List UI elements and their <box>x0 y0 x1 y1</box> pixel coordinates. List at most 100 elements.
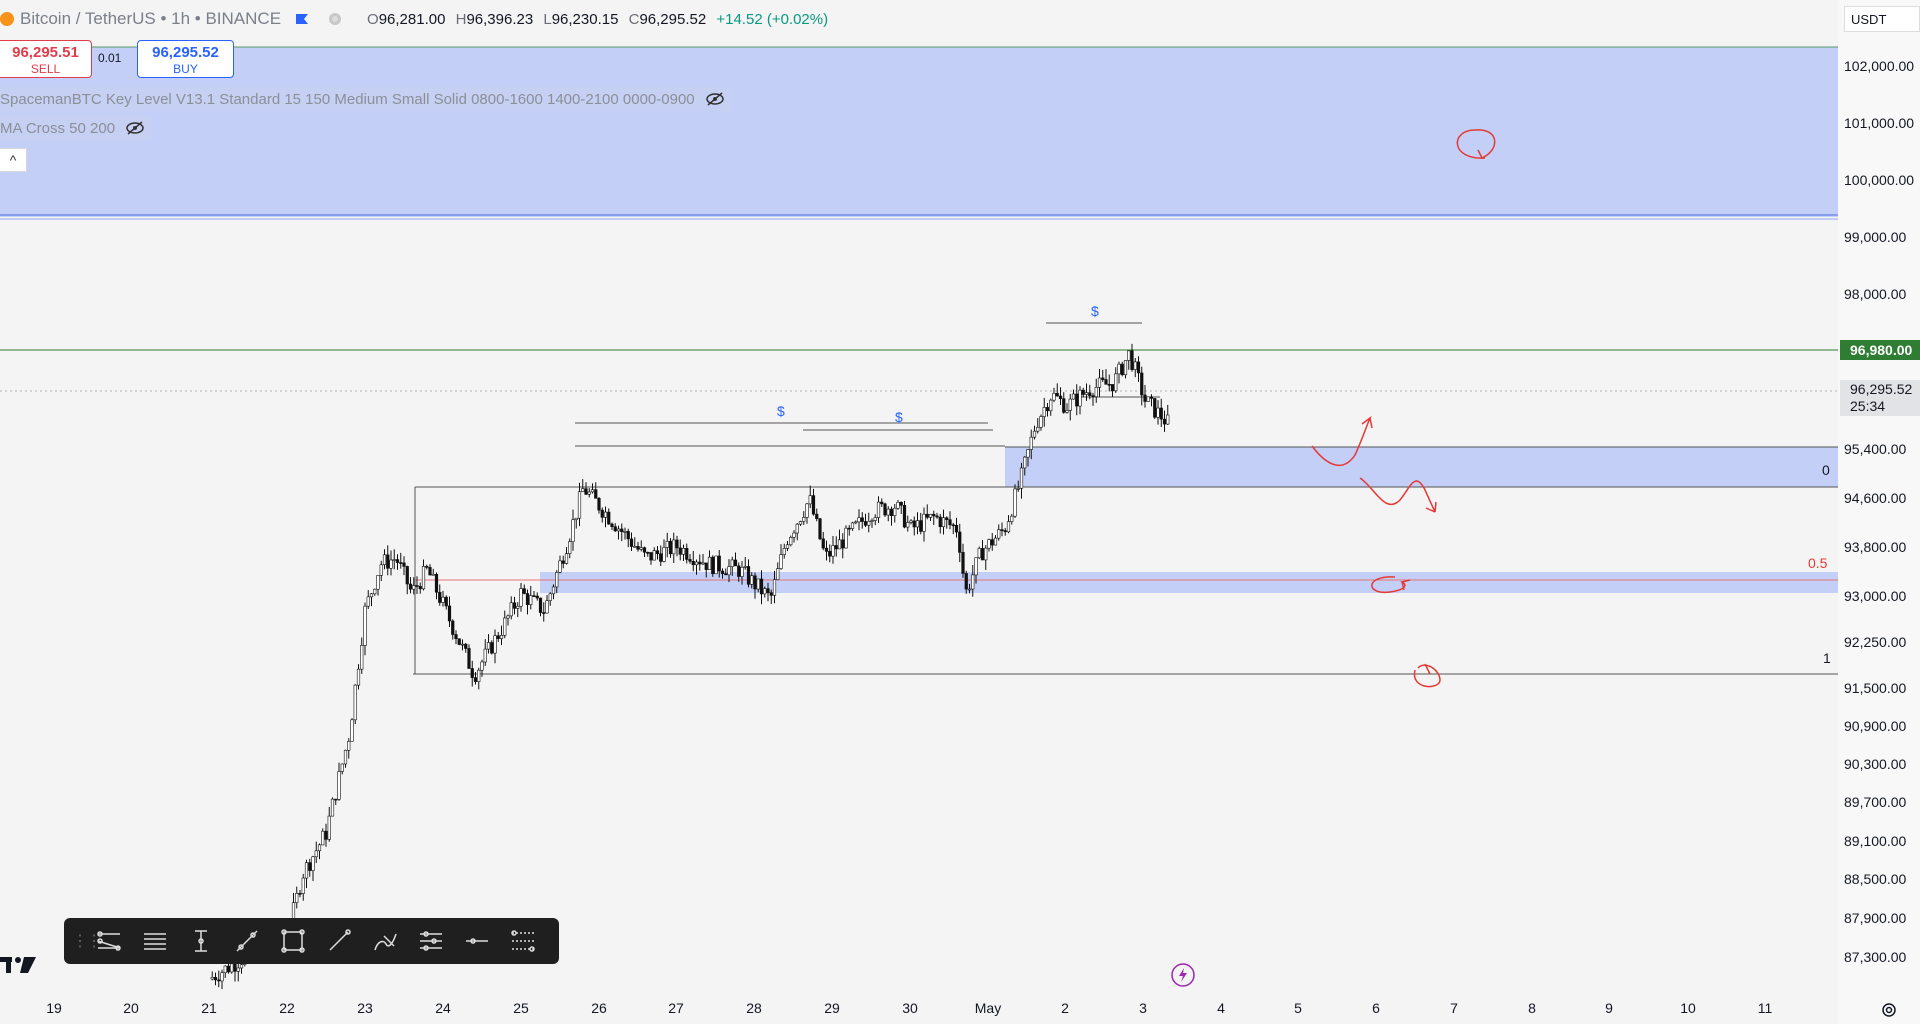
candle-down <box>1091 395 1095 398</box>
candle-down <box>1136 361 1141 374</box>
fib-settings-icon[interactable] <box>500 918 546 964</box>
hidden-eye-icon[interactable] <box>705 92 725 106</box>
rectangle-icon[interactable] <box>270 918 316 964</box>
time-axis-label: 4 <box>1217 1000 1225 1016</box>
candle-up <box>776 568 780 580</box>
candle-down <box>597 498 601 511</box>
candle-up <box>412 585 416 590</box>
candle-down <box>213 976 218 981</box>
candle-up <box>798 521 803 525</box>
price-chart[interactable]: $ $ $ <box>0 0 1838 996</box>
candle-up <box>967 588 972 591</box>
drag-handle-icon[interactable]: ⋮⋮ <box>72 933 102 950</box>
candle-up <box>460 643 465 646</box>
candle-down <box>532 595 536 597</box>
candle-up <box>665 540 669 548</box>
tradingview-logo-icon[interactable] <box>0 954 38 976</box>
candle-down <box>685 547 689 560</box>
time-axis-label: 11 <box>1757 1000 1773 1016</box>
trend-line-icon[interactable] <box>224 918 270 964</box>
flag-icon[interactable] <box>295 13 309 25</box>
price-axis-label: 89,100.00 <box>1844 833 1907 849</box>
time-axis-label: 29 <box>824 1000 840 1016</box>
candle-down <box>863 521 868 526</box>
candle-up <box>1071 393 1076 400</box>
candle-up <box>743 566 747 568</box>
drawing-loop-one[interactable] <box>1413 663 1441 688</box>
candle-up <box>1026 449 1030 458</box>
brush-icon[interactable] <box>362 918 408 964</box>
candle-down <box>418 586 422 590</box>
ohlc-values: O96,281.00 H96,396.23 L96,230.15 C96,295… <box>367 10 829 28</box>
time-axis-label: 20 <box>123 1000 139 1016</box>
horizontal-lines-icon[interactable] <box>132 918 178 964</box>
candle-down <box>1081 389 1085 395</box>
price-axis-label: 98,000.00 <box>1844 286 1907 302</box>
candle-up <box>1049 399 1053 412</box>
candle-down <box>1140 372 1144 396</box>
time-axis[interactable]: 19 20 21 22 23 24 25 26 27 28 29 30 May 2 3 4 5 6 7 8 9 10 11 <box>0 996 1838 1024</box>
market-status-icon[interactable] <box>329 13 342 25</box>
multi-line-icon[interactable] <box>86 918 132 964</box>
candle-up <box>714 555 718 575</box>
candle-down <box>1101 377 1105 380</box>
candle-up <box>558 560 562 573</box>
sell-button[interactable]: 96,295.51 SELL <box>0 40 92 78</box>
indicator-key-level[interactable]: SpacemanBTC Key Level V13.1 Standard 15 … <box>0 87 731 111</box>
symbol-legend[interactable]: Bitcoin / TetherUS • 1h • BINANCE O96,28… <box>0 8 828 30</box>
time-axis-label: 25 <box>513 1000 529 1016</box>
buy-button[interactable]: 96,295.52 BUY <box>137 40 234 78</box>
hidden-eye-icon[interactable] <box>125 121 145 135</box>
demand-zone[interactable] <box>1005 447 1838 487</box>
lightning-icon[interactable] <box>1170 962 1196 988</box>
candle-down <box>1000 529 1004 531</box>
candle-down <box>841 539 845 549</box>
time-axis-label: 10 <box>1680 1000 1696 1016</box>
ray-icon[interactable] <box>316 918 362 964</box>
drawing-arrow-down[interactable] <box>1359 477 1437 513</box>
currency-selector[interactable]: USDT <box>1844 6 1920 32</box>
price-axis-label: 100,000.00 <box>1844 172 1915 188</box>
candle-down <box>883 503 887 516</box>
symbol-title[interactable]: Bitcoin / TetherUS • 1h • BINANCE <box>20 9 282 28</box>
drawing-toolbar[interactable]: ⋮⋮ <box>64 918 559 964</box>
candle-down <box>688 559 692 562</box>
candle-up <box>1039 416 1043 428</box>
candle-down <box>636 546 640 550</box>
levels-icon[interactable] <box>408 918 454 964</box>
key-level-zone-top[interactable] <box>0 47 1838 217</box>
gear-icon[interactable] <box>1879 1000 1899 1020</box>
drawing-loop-half[interactable] <box>1371 576 1411 593</box>
candle-up <box>694 561 699 566</box>
candle-down <box>733 559 738 567</box>
candle-up <box>789 537 793 546</box>
vertical-cursor-icon[interactable] <box>178 918 224 964</box>
price-axis[interactable]: 102,000.00 101,000.00 100,000.00 99,000.00 9… <box>1838 0 1920 1024</box>
indicator-ma-cross[interactable]: MA Cross 50 200 <box>0 116 152 140</box>
candle-up <box>623 531 627 533</box>
price-axis-label: 102,000.00 <box>1844 58 1915 74</box>
horizontal-line-icon[interactable] <box>454 918 500 964</box>
drawing-arrow-up[interactable] <box>1311 415 1373 466</box>
candle-up <box>802 517 806 522</box>
candle-down <box>428 567 432 576</box>
collapse-legend-button[interactable]: ^ <box>0 148 27 172</box>
candle-down <box>386 554 390 569</box>
candle-up <box>785 544 790 549</box>
time-axis-label: 8 <box>1528 1000 1536 1016</box>
bitcoin-icon <box>0 12 14 26</box>
candle-down <box>954 524 959 533</box>
candle-up <box>633 546 637 548</box>
candle-up <box>805 503 809 518</box>
candle-down <box>438 591 442 603</box>
candle-down <box>811 495 816 515</box>
candle-up <box>483 648 487 663</box>
drawing-loop-top[interactable] <box>1456 129 1496 159</box>
candle-up <box>1097 377 1102 388</box>
fib-half-zone[interactable] <box>540 572 1838 593</box>
fib-label-zero: 0 <box>1822 462 1830 478</box>
candle-up <box>1068 398 1072 411</box>
candle-up <box>330 798 335 817</box>
time-axis-label: 24 <box>435 1000 451 1016</box>
